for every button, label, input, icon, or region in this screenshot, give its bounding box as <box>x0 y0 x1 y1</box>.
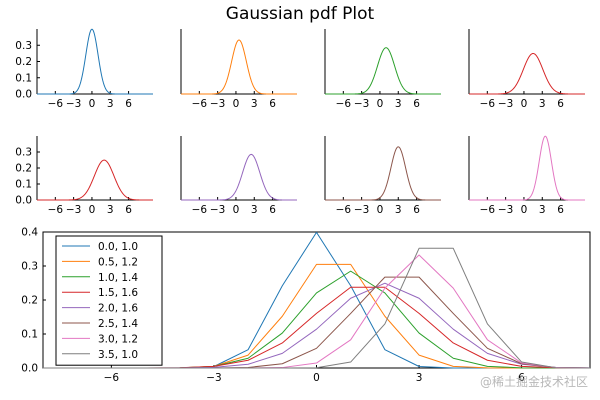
y-tick-label: 0.2 <box>15 56 32 68</box>
panel-small-4: −6 −3 0 3 6 <box>468 29 585 110</box>
x-tick-label: 0 <box>233 204 240 216</box>
series-line-1 <box>325 146 441 201</box>
chart-title: Gaussian pdf Plot <box>226 4 375 24</box>
x-tick-label: −6 <box>48 204 64 216</box>
x-tick-label: 3 <box>539 98 546 110</box>
legend-label-3: 1.0, 1.4 <box>98 272 138 284</box>
watermark: @稀土掘金技术社区 <box>479 375 588 389</box>
x-tick-label: 3 <box>107 204 114 216</box>
x-tick-label: 6 <box>269 98 276 110</box>
x-tick-label: −3 <box>66 98 81 110</box>
panel-small-7: −6 −3 0 3 6 <box>324 136 441 216</box>
x-tick-label: 0 <box>89 98 96 110</box>
series-line-8 <box>43 247 591 369</box>
x-tick-label: −6 <box>48 98 64 110</box>
x-tick-label: −3 <box>354 98 369 110</box>
y-tick-label: 0.0 <box>15 195 32 207</box>
x-tick-label: 6 <box>125 204 132 216</box>
x-tick-label: 0 <box>233 98 240 110</box>
x-tick-label: −3 <box>498 98 513 110</box>
panel-small-6: −6 −3 0 3 6 <box>180 136 297 216</box>
x-tick-label: 3 <box>539 204 546 216</box>
x-tick-label: −3 <box>66 204 81 216</box>
y-tick-label: 0.3 <box>21 261 38 273</box>
x-tick-label: 3 <box>416 372 423 384</box>
series-line-1 <box>469 53 585 95</box>
panel-small-5: −6 −3 0 3 6 0.0 0.1 0.2 0.3 <box>15 136 153 216</box>
panel-small-2: −6 −3 0 3 6 <box>180 29 297 110</box>
x-tick-label: −6 <box>336 204 352 216</box>
x-tick-label: 6 <box>557 98 564 110</box>
x-tick-label: 0 <box>313 372 320 384</box>
x-tick-label: −3 <box>210 98 225 110</box>
legend-box <box>55 235 163 366</box>
x-tick-label: −6 <box>480 204 496 216</box>
y-tick-label: 0.0 <box>21 363 38 375</box>
series-line-1 <box>37 28 153 95</box>
x-tick-label: −6 <box>104 372 120 384</box>
x-tick-label: −6 <box>336 98 352 110</box>
x-tick-label: 6 <box>125 98 132 110</box>
y-tick-label: 0.2 <box>15 163 32 175</box>
x-tick-label: 6 <box>413 98 420 110</box>
x-tick-label: 0 <box>377 98 384 110</box>
panel-small-3: −6 −3 0 3 6 <box>324 29 441 110</box>
x-tick-label: 6 <box>413 204 420 216</box>
legend-label-1: 0.0, 1.0 <box>98 241 138 253</box>
x-tick-label: 0 <box>377 204 384 216</box>
y-tick-label: 0.3 <box>15 40 32 52</box>
y-tick-label: 0.4 <box>21 227 38 239</box>
series-line-1 <box>469 135 585 201</box>
y-tick-label: 0.3 <box>15 147 32 159</box>
x-tick-label: 3 <box>395 98 402 110</box>
x-tick-label: 0 <box>521 98 528 110</box>
legend: 0.0, 1.0 0.5, 1.2 1.0, 1.4 1.5, 1.6 2.0, 1.6… <box>55 235 163 366</box>
x-tick-label: 3 <box>395 204 402 216</box>
series-line-1 <box>181 39 297 95</box>
x-tick-label: 3 <box>107 98 114 110</box>
legend-label-6: 2.5, 1.4 <box>98 318 138 330</box>
x-tick-label: 6 <box>557 204 564 216</box>
series-line-1 <box>37 159 153 201</box>
y-tick-label: 0.1 <box>15 179 32 191</box>
series-line-1 <box>181 153 297 201</box>
x-tick-label: −6 <box>192 204 208 216</box>
x-tick-label: −3 <box>206 372 221 384</box>
y-tick-label: 0.1 <box>15 72 32 84</box>
x-tick-label: −3 <box>210 204 225 216</box>
x-tick-label: 3 <box>251 204 258 216</box>
legend-label-2: 0.5, 1.2 <box>98 256 138 268</box>
x-tick-label: −3 <box>498 204 513 216</box>
x-tick-label: −3 <box>354 204 369 216</box>
panel-combined: −6 −3 0 3 6 0.0 0.1 0.2 0.3 0.4 0.0, 1.0 0.5, 1.2 1.… <box>21 227 591 384</box>
x-tick-label: 3 <box>251 98 258 110</box>
y-tick-label: 0.0 <box>15 89 32 101</box>
legend-label-4: 1.5, 1.6 <box>98 287 138 299</box>
y-tick-label: 0.2 <box>21 295 38 307</box>
legend-label-8: 3.5, 1.0 <box>98 349 138 361</box>
panel-small-1: −6 −3 0 3 6 0.0 0.1 0.2 0.3 <box>15 28 153 110</box>
legend-label-5: 2.0, 1.6 <box>98 303 138 315</box>
legend-label-7: 3.0, 1.2 <box>98 333 138 345</box>
x-tick-label: −6 <box>480 98 496 110</box>
x-tick-label: −6 <box>192 98 208 110</box>
series-line-1 <box>325 47 441 95</box>
x-tick-label: 0 <box>89 204 96 216</box>
y-tick-label: 0.1 <box>21 329 38 341</box>
x-tick-label: 6 <box>269 204 276 216</box>
x-tick-label: 6 <box>518 372 525 384</box>
x-tick-label: 0 <box>521 204 528 216</box>
panel-small-8: −6 −3 0 3 6 <box>468 135 585 216</box>
